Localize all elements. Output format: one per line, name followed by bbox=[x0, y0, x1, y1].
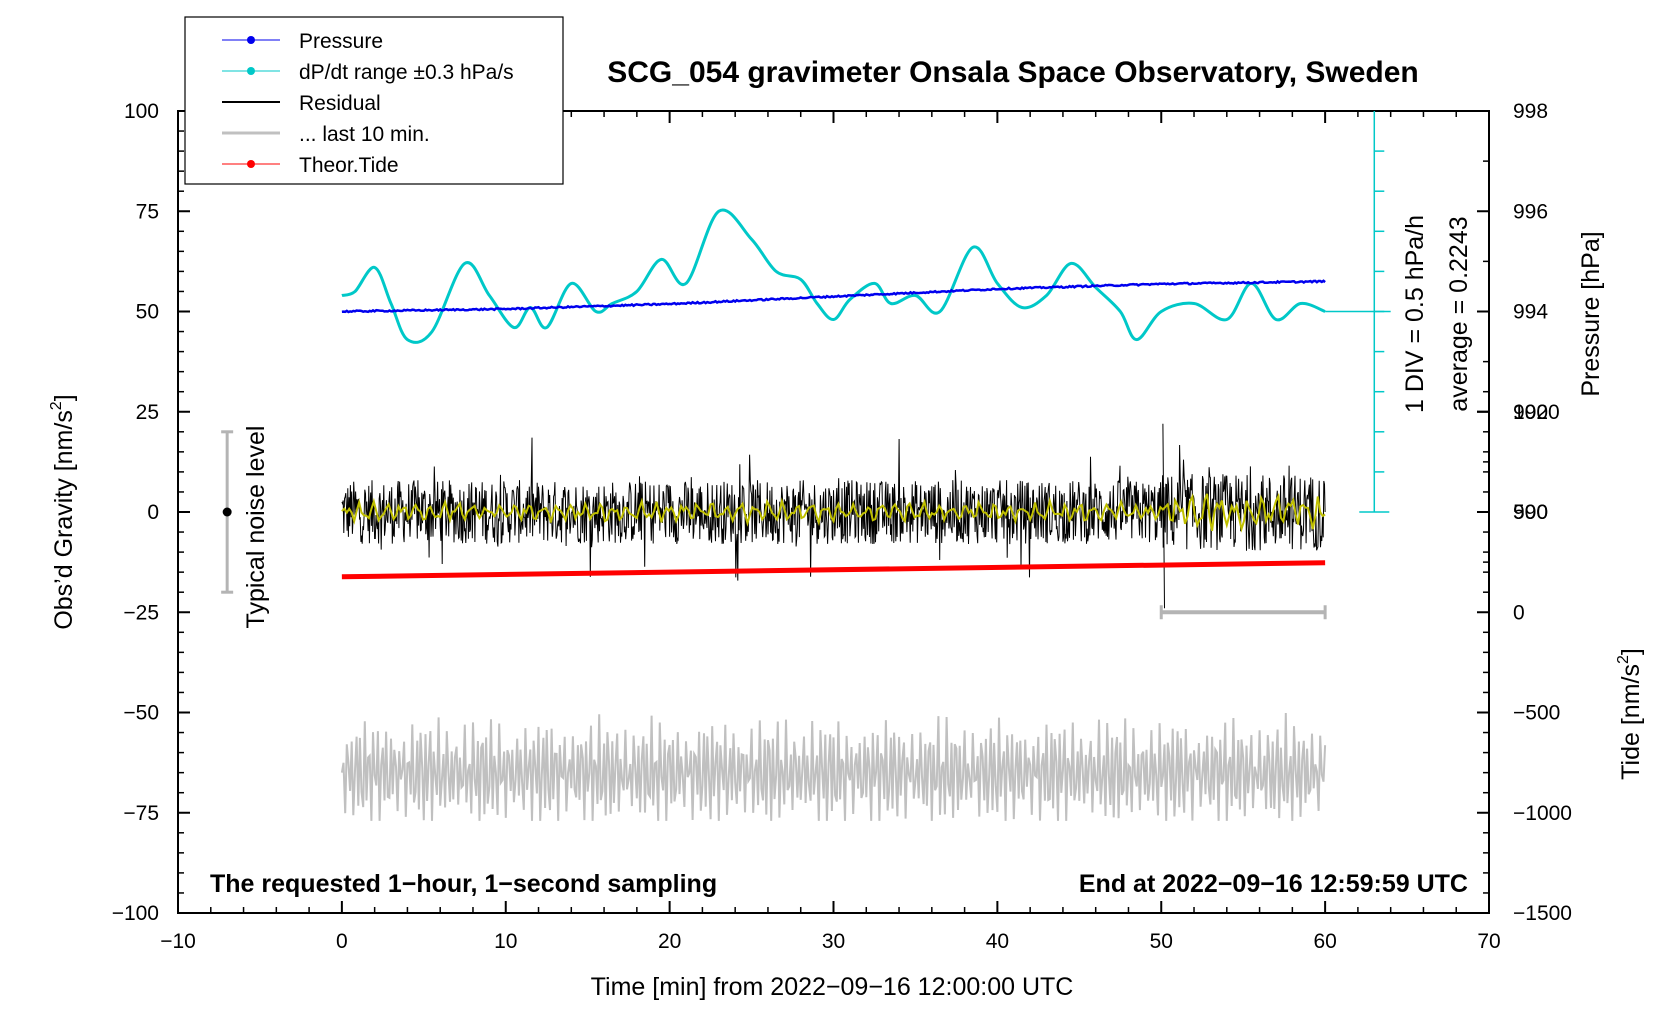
legend-item-dpdt: dP/dt range ±0.3 hPa/s bbox=[222, 61, 514, 84]
pressure-tick-label: 992 bbox=[1513, 401, 1548, 424]
x-tick-label: 50 bbox=[1150, 930, 1173, 953]
noise-level-label: Typical noise level bbox=[242, 426, 270, 629]
x-tick-label: 10 bbox=[494, 930, 517, 953]
tide-tick-label: 500 bbox=[1513, 501, 1548, 524]
y-tick-label: 50 bbox=[136, 301, 159, 324]
y-tick-label: −25 bbox=[123, 601, 159, 624]
dpdt-line bbox=[341, 208, 1326, 344]
last10-line bbox=[340, 712, 1327, 821]
tide-label-sup: 2 bbox=[1615, 655, 1632, 664]
y-axis-label-left: Obs’d Gravity [nm/s2] bbox=[48, 394, 78, 629]
axis-ticks: −10 0 10 20 30 40 50 60 70−100−75−50−25025507510… bbox=[112, 100, 1572, 953]
note-sampling: The requested 1−hour, 1−second sampling bbox=[210, 870, 717, 898]
chart-title: SCG_054 gravimeter Onsala Space Observat… bbox=[607, 56, 1419, 89]
legend-label-tide: Theor.Tide bbox=[299, 154, 399, 177]
y-axis-label-tide: Tide [nm/s2] bbox=[1615, 648, 1645, 780]
annotations bbox=[221, 111, 1391, 620]
x-axis-label: Time [min] from 2022−09−16 12:00:00 UTC bbox=[591, 973, 1074, 1001]
y-tick-label: −100 bbox=[112, 902, 159, 925]
x-tick-label: 60 bbox=[1313, 930, 1336, 953]
y-axis-label-pressure: Pressure [hPa] bbox=[1577, 231, 1605, 396]
x-tick-label: 20 bbox=[658, 930, 681, 953]
tide-tick-label: −500 bbox=[1513, 702, 1560, 725]
note-end-time: End at 2022−09−16 12:59:59 UTC bbox=[1079, 870, 1468, 898]
legend-marker-pressure bbox=[247, 36, 255, 44]
y-tick-label: 75 bbox=[136, 200, 159, 223]
y-tick-label: 25 bbox=[136, 401, 159, 424]
noise-center-dot bbox=[222, 507, 232, 517]
pressure-tick-label: 998 bbox=[1513, 100, 1548, 123]
legend-label-dpdt: dP/dt range ±0.3 hPa/s bbox=[299, 61, 514, 84]
pressure-tick-label: 996 bbox=[1513, 200, 1548, 223]
residual-line bbox=[341, 423, 1326, 609]
legend-label-last10: ... last 10 min. bbox=[299, 123, 430, 146]
legend-item-last10: ... last 10 min. bbox=[222, 123, 430, 146]
x-tick-label: −10 bbox=[160, 930, 196, 953]
y-tick-label: −75 bbox=[123, 802, 159, 825]
x-tick-label: 40 bbox=[986, 930, 1009, 953]
pressure-tick-label: 990 bbox=[1513, 501, 1548, 524]
tide-label-main: Tide [nm/s bbox=[1617, 664, 1645, 780]
legend-item-residual: Residual bbox=[222, 92, 381, 115]
y-tick-label: −50 bbox=[123, 702, 159, 725]
pressure-line bbox=[341, 279, 1326, 314]
tide-tick-label: −1500 bbox=[1513, 902, 1572, 925]
legend: Pressure dP/dt range ±0.3 hPa/s Residual… bbox=[184, 16, 564, 185]
y-axis-label-tail: ] bbox=[50, 394, 78, 401]
legend-marker-dpdt bbox=[247, 67, 255, 75]
data-series bbox=[340, 208, 1327, 821]
tide-tick-label: 1000 bbox=[1513, 401, 1560, 424]
legend-item-tide: Theor.Tide bbox=[222, 154, 399, 177]
div-label: 1 DIV = 0.5 hPa/h bbox=[1401, 215, 1429, 413]
tide-line bbox=[341, 560, 1326, 580]
tide-tick-label: −1000 bbox=[1513, 802, 1572, 825]
legend-label-pressure: Pressure bbox=[299, 30, 383, 53]
legend-box bbox=[184, 16, 564, 185]
y-tick-label: 0 bbox=[147, 501, 159, 524]
legend-label-residual: Residual bbox=[299, 92, 381, 115]
pressure-tick-label: 994 bbox=[1513, 301, 1548, 324]
x-tick-label: 0 bbox=[336, 930, 348, 953]
y-axis-label-sup: 2 bbox=[48, 401, 65, 410]
legend-marker-tide bbox=[247, 160, 255, 168]
residual-smoothed-line bbox=[341, 492, 1326, 533]
y-tick-label: 100 bbox=[124, 100, 159, 123]
x-tick-label: 30 bbox=[822, 930, 845, 953]
tide-label-tail: ] bbox=[1617, 648, 1645, 655]
average-label: average = 0.2243 bbox=[1445, 216, 1473, 411]
x-tick-label: 70 bbox=[1477, 930, 1500, 953]
legend-item-pressure: Pressure bbox=[222, 30, 383, 53]
tide-tick-label: 0 bbox=[1513, 601, 1525, 624]
y-axis-label-main: Obs’d Gravity [nm/s bbox=[50, 410, 78, 630]
